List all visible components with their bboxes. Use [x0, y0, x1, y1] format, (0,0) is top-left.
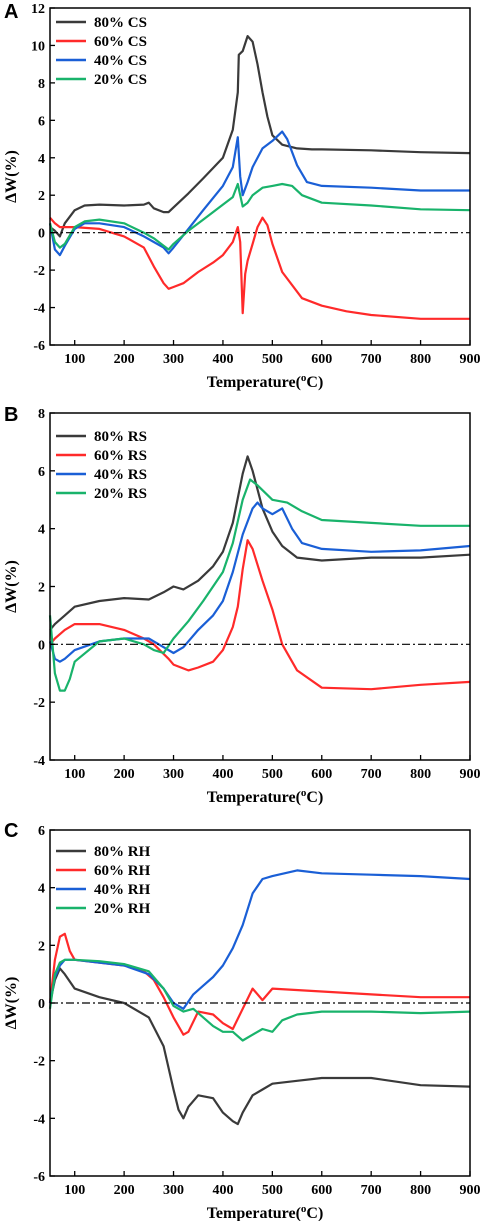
x-tick-label: 700 — [361, 1183, 382, 1198]
legend-entry: 60% RH — [94, 863, 151, 879]
series-line-2 — [48, 932, 470, 1036]
series-line-4 — [48, 958, 471, 1042]
x-tick-label: 900 — [460, 352, 481, 367]
x-tick-label: 300 — [163, 767, 184, 782]
x-tick-label: 200 — [114, 767, 135, 782]
y-tick-label: 2 — [38, 189, 45, 204]
x-tick-label: 100 — [64, 767, 85, 782]
y-tick-label: 0 — [38, 227, 45, 242]
series-line-4 — [48, 478, 470, 692]
legend-entry: 20% RS — [94, 486, 147, 502]
legend-entry: 80% RH — [94, 844, 151, 860]
y-tick-label: 4 — [38, 523, 45, 538]
y-axis-title: ΔW(%) — [3, 560, 20, 613]
plot-frame — [49, 7, 471, 346]
x-tick-label: 500 — [262, 1183, 283, 1198]
y-tick-label: 0 — [38, 997, 45, 1012]
y-tick-label: 0 — [38, 638, 45, 653]
y-tick-label: -4 — [33, 1112, 45, 1127]
x-tick-label: 100 — [64, 352, 85, 367]
legend-entry: 40% CS — [94, 53, 147, 69]
y-tick-label: 6 — [38, 824, 45, 839]
y-axis-title: ΔW(%) — [3, 150, 20, 203]
x-tick-label: 900 — [460, 767, 481, 782]
y-tick-label: 12 — [31, 2, 45, 17]
x-tick-label: 500 — [262, 352, 283, 367]
chart-panel-b: -4 -2 0 2 4 6 8 100 200 300 400 500 600 700 800 900 Temp… — [3, 404, 481, 806]
x-tick-label: 900 — [460, 1183, 481, 1198]
series-line-4 — [48, 182, 471, 251]
y-tick-label: 2 — [38, 939, 45, 954]
y-tick-label: -6 — [33, 339, 45, 354]
x-tick-label: 500 — [262, 767, 283, 782]
y-tick-label: -4 — [33, 754, 45, 769]
series-line-1 — [49, 455, 471, 631]
x-axis-title: Temperature(oC) — [207, 372, 324, 391]
legend-entry: 20% CS — [94, 72, 147, 88]
series-line-2 — [49, 216, 470, 320]
panel-label: B — [4, 404, 18, 426]
chart-panel-c: -6 -4 -2 0 2 4 6 100 200 300 400 500 600 700 800 900 Tem… — [3, 820, 481, 1221]
x-tick-label: 600 — [311, 767, 332, 782]
legend-entry: 80% RS — [94, 429, 147, 445]
y-tick-label: 8 — [38, 407, 45, 422]
x-tick-label: 700 — [361, 352, 382, 367]
x-tick-label: 800 — [410, 767, 431, 782]
y-tick-label: -2 — [33, 696, 45, 711]
x-tick-label: 300 — [163, 352, 184, 367]
legend-entry: 60% CS — [94, 34, 147, 50]
chart-panel-a: -6 -4 -2 0 2 4 6 8 10 12 100 200 300 400 500 600 700 800 9… — [3, 1, 481, 391]
legend-entry: 80% CS — [94, 15, 147, 31]
x-tick-label: 100 — [64, 1183, 85, 1198]
y-tick-label: 6 — [38, 465, 45, 480]
series-line-3 — [48, 501, 471, 663]
x-tick-label: 700 — [361, 767, 382, 782]
x-tick-label: 800 — [410, 1183, 431, 1198]
series-line-3 — [48, 130, 470, 257]
panel-label: A — [4, 1, 18, 23]
x-tick-label: 800 — [410, 352, 431, 367]
x-axis-title: Temperature(oC) — [207, 787, 324, 806]
legend-entry: 60% RS — [94, 448, 147, 464]
series-line-1 — [48, 967, 471, 1126]
y-tick-label: 8 — [38, 77, 45, 92]
x-tick-label: 200 — [114, 352, 135, 367]
legend-entry: 40% RH — [94, 882, 151, 898]
panel-label: C — [4, 820, 18, 842]
x-tick-label: 600 — [311, 1183, 332, 1198]
y-tick-label: -2 — [33, 1055, 45, 1070]
y-tick-label: -4 — [33, 302, 45, 317]
y-tick-label: 2 — [38, 581, 45, 596]
y-tick-label: 10 — [31, 39, 45, 54]
y-tick-label: 4 — [38, 882, 45, 897]
y-tick-label: 6 — [38, 114, 45, 129]
y-tick-label: 4 — [38, 152, 45, 167]
legend-entry: 20% RH — [94, 901, 151, 917]
x-tick-label: 400 — [212, 352, 233, 367]
y-tick-label: -6 — [33, 1170, 45, 1185]
y-tick-label: -2 — [33, 264, 45, 279]
x-tick-label: 300 — [163, 1183, 184, 1198]
series-line-2 — [49, 539, 471, 691]
x-tick-label: 400 — [212, 1183, 233, 1198]
x-tick-label: 600 — [311, 352, 332, 367]
legend-entry: 40% RS — [94, 467, 147, 483]
y-axis-title: ΔW(%) — [3, 977, 20, 1030]
x-tick-label: 400 — [212, 767, 233, 782]
x-tick-label: 200 — [114, 1183, 135, 1198]
x-axis-title: Temperature(oC) — [207, 1203, 324, 1221]
plot-frame — [49, 412, 471, 761]
